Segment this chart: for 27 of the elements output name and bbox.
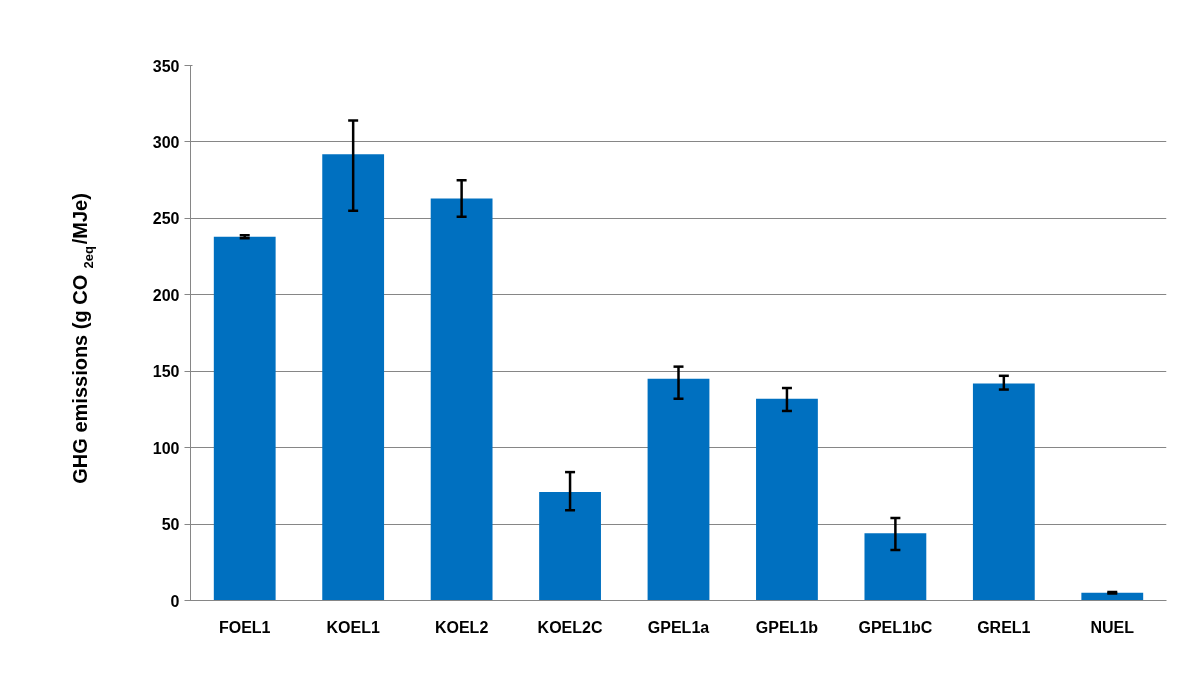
y-tick-label: 0	[170, 592, 180, 610]
x-tick-label: GPEL1a	[647, 618, 710, 636]
x-tick-label: KOEL2	[434, 618, 489, 636]
bar	[539, 491, 601, 601]
x-tick-label: GREL1	[977, 618, 1031, 636]
y-tick-label: 300	[152, 133, 180, 151]
x-tick-label: KOEL1	[326, 618, 380, 636]
x-tick-label: KOEL2C	[537, 618, 603, 636]
bar	[213, 236, 276, 601]
bar	[1081, 592, 1144, 601]
x-tick-label: GPEL1b	[755, 618, 819, 636]
bar	[430, 198, 493, 601]
y-tick-label: 100	[152, 439, 180, 457]
bar	[864, 533, 927, 601]
bar	[647, 378, 710, 601]
y-tick-label: 50	[161, 516, 180, 534]
y-tick-label: 350	[152, 57, 180, 75]
bar	[322, 154, 385, 601]
x-tick-label: NUEL	[1090, 618, 1135, 636]
bar	[756, 398, 818, 601]
y-tick-label: 200	[152, 286, 180, 304]
x-tick-label: GPEL1bC	[858, 618, 933, 636]
y-tick-label: 150	[152, 363, 180, 381]
x-tick-label: FOEL1	[218, 618, 271, 636]
y-tick-label: 250	[152, 210, 180, 228]
y-axis-title: GHG emissions (g CO2eq/MJe)	[68, 193, 96, 484]
bar	[972, 383, 1035, 601]
